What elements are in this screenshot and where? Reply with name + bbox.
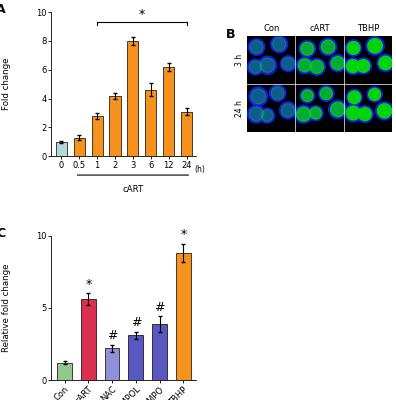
Circle shape (346, 60, 360, 73)
Circle shape (377, 54, 394, 72)
Circle shape (308, 58, 326, 75)
Circle shape (366, 37, 385, 55)
Circle shape (302, 90, 313, 102)
Circle shape (369, 88, 381, 100)
Text: A: A (0, 3, 6, 16)
Text: Con: Con (263, 24, 280, 33)
Y-axis label: Fluorescence Intensity
Fold change: Fluorescence Intensity Fold change (0, 36, 11, 133)
Circle shape (367, 87, 382, 102)
Bar (56, 142, 67, 156)
Circle shape (310, 107, 322, 119)
Circle shape (271, 87, 284, 100)
Circle shape (301, 42, 314, 55)
Circle shape (295, 105, 312, 123)
Bar (74, 138, 85, 156)
Circle shape (345, 40, 362, 56)
Text: *: * (85, 278, 91, 291)
Circle shape (331, 56, 345, 70)
Circle shape (280, 102, 297, 119)
Text: #: # (131, 316, 141, 330)
Circle shape (358, 108, 371, 120)
Bar (295, 84, 344, 132)
Circle shape (261, 110, 273, 121)
Y-axis label: ROS fluorescence intensity
Relative fold change: ROS fluorescence intensity Relative fold… (0, 250, 11, 366)
Circle shape (320, 38, 337, 56)
Bar (128, 335, 143, 380)
Bar (295, 36, 344, 84)
Text: C: C (0, 227, 6, 240)
Text: TBHP: TBHP (357, 24, 379, 33)
Circle shape (329, 55, 346, 72)
Bar (176, 253, 191, 380)
Text: #: # (107, 330, 117, 342)
Text: #: # (154, 301, 165, 314)
Circle shape (297, 57, 313, 74)
Circle shape (308, 106, 323, 121)
Bar (109, 96, 120, 156)
Bar (344, 36, 392, 84)
Circle shape (281, 104, 295, 117)
Bar (247, 84, 295, 132)
Bar (81, 299, 96, 380)
Text: *: * (180, 228, 187, 242)
Circle shape (248, 39, 265, 56)
Circle shape (270, 36, 288, 53)
Text: cART: cART (122, 185, 143, 194)
Circle shape (297, 107, 310, 121)
Circle shape (269, 85, 286, 101)
Circle shape (320, 88, 332, 100)
Circle shape (345, 104, 362, 122)
Circle shape (260, 108, 275, 123)
Bar (105, 348, 120, 380)
Circle shape (346, 89, 362, 105)
Bar (57, 363, 72, 380)
Circle shape (379, 56, 392, 70)
Text: (h): (h) (194, 165, 205, 174)
Circle shape (356, 106, 373, 122)
Circle shape (368, 39, 382, 53)
Circle shape (251, 89, 266, 104)
Circle shape (258, 56, 276, 74)
Circle shape (375, 102, 394, 120)
Circle shape (272, 38, 286, 51)
Text: *: * (139, 8, 145, 21)
Text: cART: cART (309, 24, 330, 33)
Circle shape (299, 40, 316, 57)
Circle shape (310, 60, 324, 74)
Circle shape (248, 59, 263, 75)
Circle shape (329, 100, 347, 119)
Circle shape (318, 86, 334, 101)
Bar (344, 84, 392, 132)
Circle shape (280, 56, 296, 72)
Circle shape (355, 58, 371, 74)
Circle shape (331, 102, 345, 117)
Circle shape (345, 58, 361, 74)
Circle shape (377, 104, 392, 118)
Circle shape (260, 58, 274, 72)
Bar (128, 41, 139, 156)
Text: 24 h: 24 h (235, 100, 244, 117)
Circle shape (357, 60, 370, 72)
Circle shape (249, 61, 262, 73)
Circle shape (249, 107, 263, 121)
Circle shape (300, 88, 315, 103)
Circle shape (298, 59, 311, 72)
Circle shape (250, 41, 263, 54)
Bar (91, 116, 103, 156)
Bar (145, 90, 156, 156)
Circle shape (346, 106, 360, 120)
Circle shape (249, 87, 268, 106)
Circle shape (282, 58, 294, 70)
Circle shape (321, 40, 335, 54)
Circle shape (347, 42, 360, 54)
Text: B: B (225, 28, 235, 41)
Circle shape (248, 105, 265, 123)
Bar (152, 324, 167, 380)
Text: 3 h: 3 h (235, 54, 244, 66)
Bar (247, 36, 295, 84)
Bar (163, 67, 174, 156)
Circle shape (348, 91, 361, 104)
Bar (181, 112, 192, 156)
